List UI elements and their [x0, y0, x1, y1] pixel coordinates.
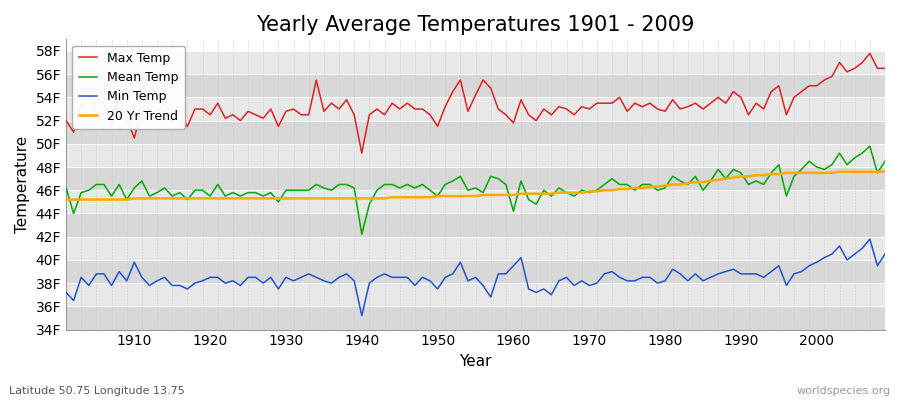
Min Temp — [334, 275, 345, 280]
20 Yr Trend — [879, 169, 890, 174]
X-axis label: Year: Year — [459, 354, 491, 369]
Mean Temp — [864, 144, 875, 148]
Min Temp — [60, 290, 71, 295]
Min Temp — [122, 278, 132, 283]
Mean Temp — [356, 232, 367, 237]
Bar — [66, 283, 885, 306]
Bar — [66, 214, 885, 237]
Min Temp — [516, 255, 526, 260]
20 Yr Trend — [122, 197, 132, 202]
Min Temp — [607, 269, 617, 274]
Mean Temp — [122, 197, 132, 202]
Max Temp — [508, 120, 518, 125]
Bar — [66, 144, 885, 167]
Min Temp — [356, 313, 367, 318]
Max Temp — [288, 106, 299, 111]
Line: 20 Yr Trend: 20 Yr Trend — [66, 172, 885, 200]
Bar — [66, 260, 885, 283]
Min Temp — [508, 263, 518, 268]
20 Yr Trend — [834, 169, 845, 174]
Min Temp — [864, 237, 875, 242]
Mean Temp — [288, 188, 299, 193]
Max Temp — [607, 101, 617, 106]
Bar — [66, 97, 885, 121]
Bar — [66, 51, 885, 74]
Max Temp — [356, 151, 367, 156]
Max Temp — [334, 106, 345, 111]
Max Temp — [879, 66, 890, 71]
20 Yr Trend — [334, 196, 345, 201]
Bar — [66, 190, 885, 214]
20 Yr Trend — [288, 196, 299, 201]
Title: Yearly Average Temperatures 1901 - 2009: Yearly Average Temperatures 1901 - 2009 — [256, 15, 695, 35]
Max Temp — [516, 97, 526, 102]
Mean Temp — [508, 209, 518, 214]
Bar — [66, 306, 885, 330]
Text: worldspecies.org: worldspecies.org — [796, 386, 891, 396]
Line: Min Temp: Min Temp — [66, 239, 885, 316]
20 Yr Trend — [508, 192, 518, 197]
20 Yr Trend — [599, 188, 610, 193]
Line: Mean Temp: Mean Temp — [66, 146, 885, 234]
Bar — [66, 74, 885, 97]
Mean Temp — [334, 182, 345, 187]
Bar — [66, 237, 885, 260]
Bar — [66, 121, 885, 144]
Min Temp — [879, 252, 890, 256]
Min Temp — [288, 278, 299, 283]
Bar — [66, 167, 885, 190]
Legend: Max Temp, Mean Temp, Min Temp, 20 Yr Trend: Max Temp, Mean Temp, Min Temp, 20 Yr Tre… — [72, 46, 185, 129]
20 Yr Trend — [60, 197, 71, 202]
Line: Max Temp: Max Temp — [66, 53, 885, 153]
20 Yr Trend — [500, 192, 511, 197]
Mean Temp — [879, 159, 890, 164]
Max Temp — [864, 51, 875, 56]
Mean Temp — [60, 186, 71, 190]
Text: Latitude 50.75 Longitude 13.75: Latitude 50.75 Longitude 13.75 — [9, 386, 184, 396]
Max Temp — [60, 118, 71, 123]
Mean Temp — [516, 178, 526, 183]
Max Temp — [122, 116, 132, 121]
Mean Temp — [607, 176, 617, 181]
Y-axis label: Temperature: Temperature — [15, 136, 30, 233]
